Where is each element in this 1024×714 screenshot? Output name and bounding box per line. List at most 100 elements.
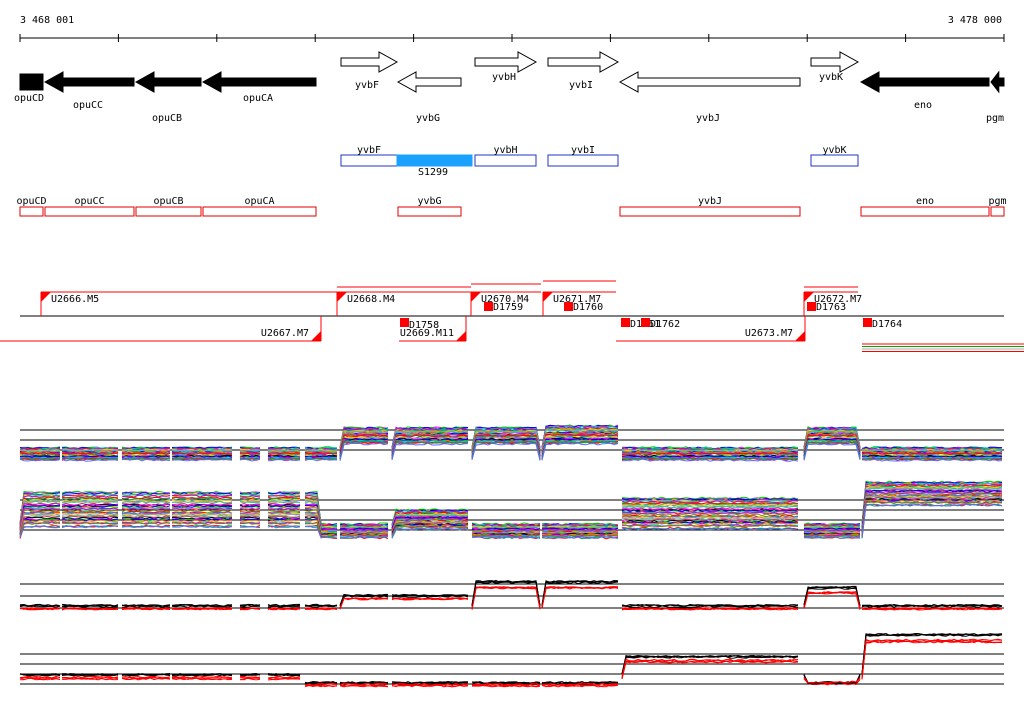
- red-feature-label: yvbJ: [698, 196, 722, 207]
- gene-arrow[interactable]: [548, 52, 618, 72]
- red-feature-label: opuCC: [74, 196, 104, 207]
- red-feature-label: opuCA: [244, 196, 274, 207]
- expression-panel: [20, 425, 1004, 461]
- red-feature[interactable]: opuCA: [203, 196, 316, 216]
- gene-arrow[interactable]: [203, 72, 316, 92]
- transcript-flag: [471, 292, 481, 302]
- expression-panel: [20, 634, 1004, 687]
- probe-label: D1758: [409, 320, 439, 331]
- red-feature-track: opuCD opuCC opuCB opuCA yvbG yvbJ eno pgm: [16, 196, 1006, 216]
- red-feature-label: pgm: [988, 196, 1006, 207]
- blue-feature-box[interactable]: [341, 155, 397, 166]
- expression-line: [20, 634, 1002, 684]
- gene-label: opuCA: [243, 93, 273, 104]
- probe-D1763[interactable]: D1763: [807, 302, 846, 313]
- gene-yvbH[interactable]: yvbH: [475, 52, 536, 83]
- blue-feature-box[interactable]: [397, 155, 472, 166]
- red-feature[interactable]: yvbJ: [620, 196, 800, 216]
- transcript-label: U2673.M7: [745, 328, 793, 339]
- blue-feature-box[interactable]: [548, 155, 618, 166]
- red-feature-box[interactable]: [20, 207, 43, 216]
- gene-arrow[interactable]: [620, 72, 800, 92]
- probe-D1764[interactable]: D1764: [863, 318, 902, 330]
- gene-label: yvbI: [569, 80, 593, 91]
- transcript-U2667.M7[interactable]: U2667.M7: [0, 316, 321, 341]
- blue-feature[interactable]: yvbH: [475, 145, 536, 166]
- expression-line: [20, 634, 1002, 684]
- probe-marker[interactable]: [641, 318, 650, 327]
- probe-D1760[interactable]: D1760: [564, 302, 603, 313]
- gene-yvbK[interactable]: yvbK: [811, 52, 858, 83]
- red-feature-box[interactable]: [136, 207, 201, 216]
- red-feature-label: yvbG: [417, 196, 441, 207]
- red-feature-label: opuCB: [153, 196, 183, 207]
- gene-label: opuCB: [152, 113, 182, 124]
- probe-D1759[interactable]: D1759: [484, 302, 523, 313]
- blue-feature-box[interactable]: [475, 155, 536, 166]
- red-feature-box[interactable]: [203, 207, 316, 216]
- gene-label: yvbF: [355, 80, 379, 91]
- blue-feature[interactable]: yvbI: [548, 145, 618, 166]
- red-feature[interactable]: pgm: [988, 196, 1006, 216]
- transcript-flag: [41, 292, 51, 302]
- probe-marker[interactable]: [484, 302, 493, 311]
- transcript-U2666.M5[interactable]: U2666.M5: [41, 292, 337, 316]
- gene-eno[interactable]: eno: [861, 72, 989, 111]
- blue-feature[interactable]: [397, 155, 472, 166]
- expression-line: [20, 582, 1002, 608]
- transcript-flag: [311, 331, 321, 341]
- gene-arrow[interactable]: [475, 52, 536, 72]
- probe-label: D1759: [493, 302, 523, 313]
- probe-label: D1760: [573, 302, 603, 313]
- gene-arrow[interactable]: [811, 52, 858, 72]
- red-feature[interactable]: opuCD: [16, 196, 46, 216]
- gene-annotation-track: opuCDopuCC opuCB opuCA yvbF yvbG yvbH yvbI yvbJ…: [14, 52, 1004, 124]
- gene-yvbG[interactable]: yvbG: [398, 72, 461, 124]
- gene-opuCA[interactable]: opuCA: [203, 72, 316, 104]
- probe-marker[interactable]: [863, 318, 872, 327]
- blue-feature[interactable]: yvbF: [341, 145, 397, 166]
- ruler-end-label: 3 478 000: [948, 15, 1002, 26]
- red-feature[interactable]: eno: [861, 196, 989, 216]
- gene-yvbJ[interactable]: yvbJ: [620, 72, 800, 124]
- blue-feature-label: yvbH: [493, 145, 517, 156]
- probe-marker[interactable]: [807, 302, 816, 311]
- gene-arrow[interactable]: [20, 74, 43, 90]
- expression-line: [20, 634, 1002, 684]
- red-feature-box[interactable]: [620, 207, 800, 216]
- transcript-U2668.M4[interactable]: U2668.M4: [337, 292, 471, 316]
- red-feature[interactable]: opuCB: [136, 196, 201, 216]
- transcript-track: U2666.M5 U2668.M4 U2670.M4 U2671.M7 U2672.M7…: [0, 281, 1024, 352]
- blue-feature-label: yvbK: [822, 145, 846, 156]
- expression-profile-panels: [20, 425, 1004, 687]
- probe-marker[interactable]: [400, 318, 409, 327]
- probe-label: D1764: [872, 319, 902, 330]
- gene-label: yvbK: [819, 72, 843, 83]
- gene-arrow[interactable]: [341, 52, 397, 72]
- transcript-label: U2668.M4: [347, 294, 395, 305]
- gene-arrow[interactable]: [991, 72, 1004, 92]
- gene-yvbF[interactable]: yvbF: [341, 52, 397, 91]
- coordinate-ruler: 3 468 001 3 478 000: [20, 15, 1004, 42]
- red-feature-box[interactable]: [861, 207, 989, 216]
- red-feature-label: eno: [916, 196, 934, 207]
- probe-marker[interactable]: [564, 302, 573, 311]
- transcript-label: U2666.M5: [51, 294, 99, 305]
- blue-feature-box[interactable]: [811, 155, 858, 166]
- gene-arrow[interactable]: [861, 72, 989, 92]
- red-feature[interactable]: opuCC: [45, 196, 134, 216]
- gene-yvbI[interactable]: yvbI: [548, 52, 618, 91]
- probe-marker[interactable]: [621, 318, 630, 327]
- blue-feature[interactable]: yvbK: [811, 145, 858, 166]
- red-feature-box[interactable]: [991, 207, 1004, 216]
- red-feature-box[interactable]: [398, 207, 461, 216]
- gene-opuCC[interactable]: opuCC: [45, 72, 134, 111]
- gene-arrow[interactable]: [136, 72, 201, 92]
- gene-opuCD[interactable]: opuCD: [14, 74, 44, 104]
- gene-arrow[interactable]: [45, 72, 134, 92]
- gene-arrow[interactable]: [398, 72, 461, 92]
- gene-opuCB[interactable]: opuCB: [136, 72, 201, 124]
- red-feature-box[interactable]: [45, 207, 134, 216]
- red-feature[interactable]: yvbG: [398, 196, 461, 216]
- blue-feature-label: yvbF: [357, 145, 381, 156]
